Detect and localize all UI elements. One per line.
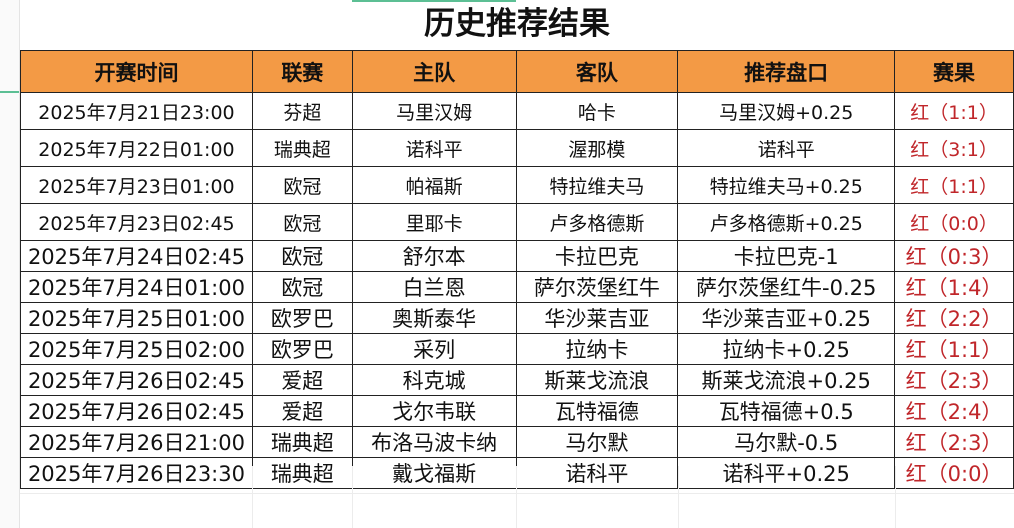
- table-row: 2025年7月25日01:00 欧罗巴 奥斯泰华 华沙莱吉亚 华沙莱吉亚+0.25 红（2…: [20, 302, 1014, 334]
- row-gutter: [0, 0, 20, 528]
- cell-kickoff-time[interactable]: 2025年7月24日02:45: [20, 240, 253, 272]
- cell-recommended-handicap[interactable]: 萨尔茨堡红牛-0.25: [677, 271, 896, 303]
- cell-league[interactable]: 欧罗巴: [251, 333, 353, 365]
- table-row: 2025年7月21日23:00 芬超 马里汉姆 哈卡 马里汉姆+0.25 红（1:1）: [20, 92, 1014, 130]
- cell-result[interactable]: 红（2:3）: [894, 364, 1014, 396]
- cell-away-team[interactable]: 马尔默: [515, 426, 679, 458]
- header-away-team[interactable]: 客队: [515, 50, 679, 93]
- cell-away-team[interactable]: 卢多格德斯: [515, 203, 679, 241]
- cell-result[interactable]: 红（2:2）: [894, 302, 1014, 334]
- cell-away-team[interactable]: 特拉维夫马: [515, 166, 679, 204]
- cell-league[interactable]: 瑞典超: [251, 129, 353, 167]
- column-selection-indicator: [352, 0, 516, 2]
- cell-result[interactable]: 红（2:3）: [894, 426, 1014, 458]
- cell-recommended-handicap[interactable]: 卡拉巴克-1: [677, 240, 896, 272]
- cell-league[interactable]: 瑞典超: [251, 457, 353, 489]
- cell-home-team[interactable]: 帕福斯: [351, 166, 517, 204]
- cell-home-team[interactable]: 里耶卡: [351, 203, 517, 241]
- cell-away-team[interactable]: 华沙莱吉亚: [515, 302, 679, 334]
- cell-kickoff-time[interactable]: 2025年7月23日01:00: [20, 166, 253, 204]
- cell-league[interactable]: 欧冠: [251, 240, 353, 272]
- header-result[interactable]: 赛果: [894, 50, 1014, 93]
- cell-away-team[interactable]: 哈卡: [515, 92, 679, 130]
- cell-league[interactable]: 瑞典超: [251, 426, 353, 458]
- cell-kickoff-time[interactable]: 2025年7月25日01:00: [20, 302, 253, 334]
- cell-league[interactable]: 芬超: [251, 92, 353, 130]
- table-row: 2025年7月22日01:00 瑞典超 诺科平 渥那模 诺科平 红（3:1）: [20, 129, 1014, 167]
- cell-recommended-handicap[interactable]: 瓦特福德+0.5: [677, 395, 896, 427]
- cell-recommended-handicap[interactable]: 诺科平: [677, 129, 896, 167]
- cell-kickoff-time[interactable]: 2025年7月26日02:45: [20, 395, 253, 427]
- header-league[interactable]: 联赛: [251, 50, 353, 93]
- cell-away-team[interactable]: 卡拉巴克: [515, 240, 679, 272]
- cell-kickoff-time[interactable]: 2025年7月24日01:00: [20, 271, 253, 303]
- cell-home-team[interactable]: 戴戈福斯: [351, 457, 517, 489]
- table-row: 2025年7月25日02:00 欧罗巴 采列 拉纳卡 拉纳卡+0.25 红（1:1）: [20, 333, 1014, 365]
- cell-league[interactable]: 欧罗巴: [251, 302, 353, 334]
- cell-home-team[interactable]: 采列: [351, 333, 517, 365]
- cell-result[interactable]: 红（2:4）: [894, 395, 1014, 427]
- cell-home-team[interactable]: 舒尔本: [351, 240, 517, 272]
- cell-kickoff-time[interactable]: 2025年7月22日01:00: [20, 129, 253, 167]
- cell-result[interactable]: 红（1:1）: [894, 92, 1014, 130]
- cell-recommended-handicap[interactable]: 拉纳卡+0.25: [677, 333, 896, 365]
- table-row: 2025年7月24日02:45 欧冠 舒尔本 卡拉巴克 卡拉巴克-1 红（0:3）: [20, 240, 1014, 272]
- sheet-title[interactable]: 历史推荐结果: [424, 6, 610, 42]
- row-selection-indicator: [0, 91, 19, 93]
- cell-kickoff-time[interactable]: 2025年7月26日02:45: [20, 364, 253, 396]
- cell-league[interactable]: 爱超: [251, 364, 353, 396]
- cell-result[interactable]: 红（1:1）: [894, 166, 1014, 204]
- header-recommended-handicap[interactable]: 推荐盘口: [677, 50, 896, 93]
- cell-recommended-handicap[interactable]: 卢多格德斯+0.25: [677, 203, 896, 241]
- cell-kickoff-time[interactable]: 2025年7月25日02:00: [20, 333, 253, 365]
- cell-kickoff-time[interactable]: 2025年7月23日02:45: [20, 203, 253, 241]
- cell-league[interactable]: 欧冠: [251, 271, 353, 303]
- cell-result[interactable]: 红（3:1）: [894, 129, 1014, 167]
- cell-result[interactable]: 红（1:4）: [894, 271, 1014, 303]
- results-table: 开赛时间 联赛 主队 客队 推荐盘口 赛果 2025年7月21日23:00 芬超 马里汉姆 哈卡…: [20, 50, 1014, 489]
- cell-kickoff-time[interactable]: 2025年7月26日21:00: [20, 426, 253, 458]
- cell-recommended-handicap[interactable]: 特拉维夫马+0.25: [677, 166, 896, 204]
- table-row: 2025年7月26日02:45 爱超 科克城 斯莱戈流浪 斯莱戈流浪+0.25 红（2:3…: [20, 364, 1014, 396]
- table-row: 2025年7月26日02:45 爱超 戈尔韦联 瓦特福德 瓦特福德+0.5 红（2:4）: [20, 395, 1014, 427]
- cell-away-team[interactable]: 拉纳卡: [515, 333, 679, 365]
- cell-home-team[interactable]: 奥斯泰华: [351, 302, 517, 334]
- cell-result[interactable]: 红（0:3）: [894, 240, 1014, 272]
- cell-home-team[interactable]: 白兰恩: [351, 271, 517, 303]
- cell-home-team[interactable]: 科克城: [351, 364, 517, 396]
- table-row: 2025年7月23日01:00 欧冠 帕福斯 特拉维夫马 特拉维夫马+0.25 红（1:1…: [20, 166, 1014, 204]
- cell-recommended-handicap[interactable]: 马尔默-0.5: [677, 426, 896, 458]
- table-row: 2025年7月24日01:00 欧冠 白兰恩 萨尔茨堡红牛 萨尔茨堡红牛-0.25 红（1…: [20, 271, 1014, 303]
- header-kickoff-time[interactable]: 开赛时间: [20, 50, 253, 93]
- cell-home-team[interactable]: 布洛马波卡纳: [351, 426, 517, 458]
- table-row: 2025年7月26日21:00 瑞典超 布洛马波卡纳 马尔默 马尔默-0.5 红（2:3）: [20, 426, 1014, 458]
- table-row: 2025年7月23日02:45 欧冠 里耶卡 卢多格德斯 卢多格德斯+0.25 红（0:0…: [20, 203, 1014, 241]
- cell-league[interactable]: 爱超: [251, 395, 353, 427]
- empty-cells[interactable]: [20, 466, 1014, 528]
- cell-kickoff-time[interactable]: 2025年7月21日23:00: [20, 92, 253, 130]
- header-home-team[interactable]: 主队: [351, 50, 517, 93]
- cell-home-team[interactable]: 马里汉姆: [351, 92, 517, 130]
- cell-league[interactable]: 欧冠: [251, 166, 353, 204]
- cell-recommended-handicap[interactable]: 马里汉姆+0.25: [677, 92, 896, 130]
- cell-away-team[interactable]: 斯莱戈流浪: [515, 364, 679, 396]
- cell-recommended-handicap[interactable]: 诺科平+0.25: [677, 457, 896, 489]
- cell-league[interactable]: 欧冠: [251, 203, 353, 241]
- cell-recommended-handicap[interactable]: 斯莱戈流浪+0.25: [677, 364, 896, 396]
- cell-result[interactable]: 红（0:0）: [894, 457, 1014, 489]
- cell-home-team[interactable]: 戈尔韦联: [351, 395, 517, 427]
- table-row: 2025年7月26日23:30 瑞典超 戴戈福斯 诺科平 诺科平+0.25 红（0:0）: [20, 457, 1014, 489]
- cell-away-team[interactable]: 渥那模: [515, 129, 679, 167]
- header-row: 开赛时间 联赛 主队 客队 推荐盘口 赛果: [20, 50, 1014, 93]
- cell-recommended-handicap[interactable]: 华沙莱吉亚+0.25: [677, 302, 896, 334]
- cell-away-team[interactable]: 萨尔茨堡红牛: [515, 271, 679, 303]
- cell-kickoff-time[interactable]: 2025年7月26日23:30: [20, 457, 253, 489]
- cell-result[interactable]: 红（1:1）: [894, 333, 1014, 365]
- cell-result[interactable]: 红（0:0）: [894, 203, 1014, 241]
- cell-away-team[interactable]: 瓦特福德: [515, 395, 679, 427]
- cell-home-team[interactable]: 诺科平: [351, 129, 517, 167]
